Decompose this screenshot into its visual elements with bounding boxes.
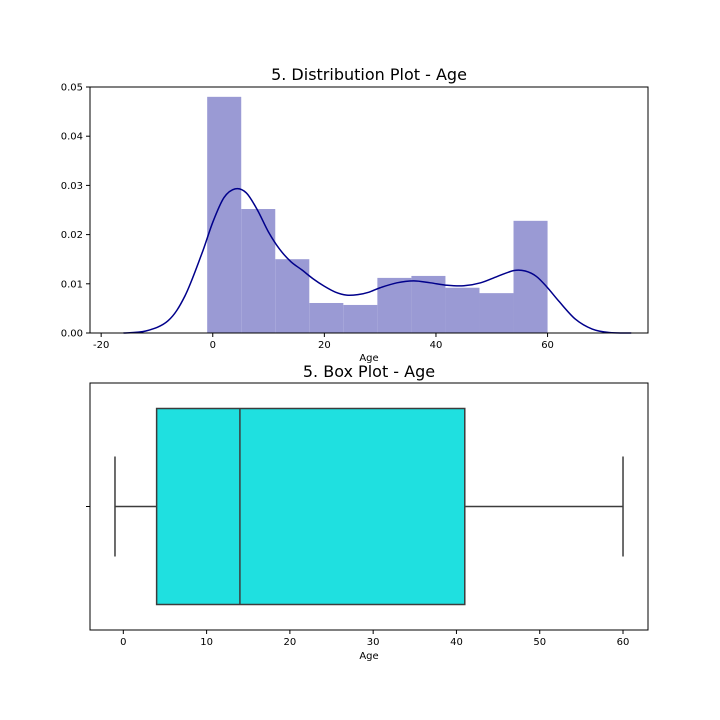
x-tick-label: 20 [318,340,331,351]
kde-curve [123,187,632,334]
y-tick-label: 0.03 [61,181,83,192]
distribution-chart: 5. Distribution Plot - Age -20 0 20 40 60 0.0… [61,65,649,364]
y-tick-label: 0.01 [61,279,83,290]
distribution-ticks: -20 0 20 40 60 0.00 0.01 0.02 0.03 0.04 0.05 [61,83,554,352]
box-plot-group [114,407,624,606]
histogram-bar [445,287,480,333]
x-tick-label: 50 [533,637,546,648]
histogram-bar [241,209,276,333]
x-tick-label: 40 [430,340,443,351]
histogram-bar [207,96,242,333]
box-title: 5. Box Plot - Age [303,362,435,381]
y-tick-label: 0.00 [61,329,83,340]
x-tick-label: 20 [284,637,297,648]
x-tick-label: 0 [210,340,216,351]
distribution-title: 5. Distribution Plot - Age [271,65,467,84]
distribution-plot-frame [89,86,649,334]
kde-curve-group [123,187,632,334]
histogram-bar [309,302,344,333]
histogram-bar [479,293,514,333]
box-ticks: 0 10 20 30 40 50 60 [86,506,630,648]
histogram-bar [343,304,378,333]
histogram-bar [411,275,446,333]
box-chart: 5. Box Plot - Age 0 10 20 30 40 50 60 Age [86,362,649,662]
x-tick-label: 10 [200,637,213,648]
y-tick-label: 0.05 [61,83,83,94]
x-tick-label: -20 [93,340,109,351]
y-tick-label: 0.02 [61,230,83,241]
x-tick-label: 30 [367,637,380,648]
histogram-bars [207,96,548,333]
x-tick-label: 40 [450,637,463,648]
box-x-axis-label: Age [359,651,378,662]
histogram-bar [275,259,310,333]
x-tick-label: 0 [120,637,126,648]
x-tick-label: 60 [617,637,630,648]
box-plot-frame [89,382,649,631]
iqr-box [155,407,466,606]
x-tick-label: 60 [541,340,554,351]
y-tick-label: 0.04 [61,132,83,143]
histogram-bar [513,220,548,333]
histogram-bar [377,277,412,333]
distribution-x-axis-label: Age [359,353,378,364]
